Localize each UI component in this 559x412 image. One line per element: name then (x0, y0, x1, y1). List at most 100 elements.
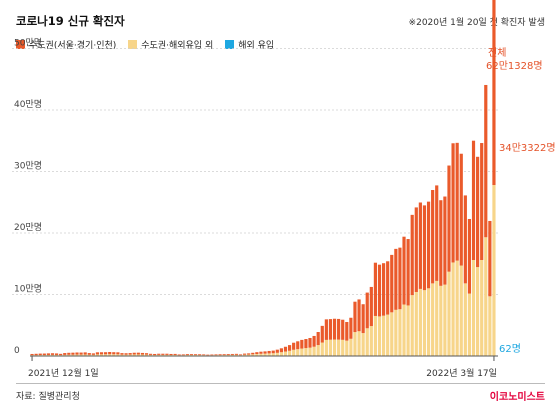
bar-metro (406, 239, 410, 306)
bar-metro (283, 346, 288, 352)
bar-non-metro (459, 265, 463, 356)
bar-non-metro (418, 288, 422, 356)
bar-metro (54, 353, 59, 355)
bar-metro (243, 353, 247, 355)
bar-non-metro (132, 354, 136, 356)
bar-metro (247, 353, 251, 355)
bar-non-metro (431, 283, 435, 356)
legend-item-metro: 수도권(서울·경기·인천) (16, 38, 116, 51)
bar-metro (308, 337, 312, 348)
bar-non-metro (471, 260, 476, 356)
x-tick-label: 2022년 3월 17일 (426, 367, 497, 379)
bar-non-metro (357, 331, 361, 356)
legend-swatch-non-metro (128, 40, 138, 49)
brand-logo: 이코노미스트 (489, 392, 545, 403)
annotation-total-value: 62만1328명 (486, 60, 543, 72)
bar-metro (38, 353, 42, 356)
bar-metro (144, 353, 149, 355)
bar-metro (67, 352, 71, 355)
bar-metro (140, 352, 145, 355)
bar-metro (435, 185, 439, 281)
bar-metro (361, 304, 365, 334)
bar-non-metro (312, 346, 316, 356)
bar-non-metro (46, 354, 50, 356)
bar-non-metro (50, 354, 55, 356)
bar-non-metro (112, 354, 116, 356)
bar-metro (161, 353, 165, 355)
y-tick-label: 40만명 (14, 99, 42, 110)
bar-non-metro (422, 290, 427, 356)
bar-non-metro (476, 267, 480, 356)
footer-divider (16, 383, 545, 384)
bar-non-metro (247, 354, 251, 356)
bar-non-metro (484, 237, 488, 356)
bar-metro (287, 345, 292, 351)
bar-non-metro (230, 354, 234, 356)
bar-non-metro (185, 355, 189, 356)
bar-non-metro (104, 354, 108, 356)
bar-non-metro (447, 271, 451, 356)
bar-non-metro (287, 350, 292, 356)
bar-non-metro (189, 355, 194, 356)
legend-label-overseas: 해외 유입 (238, 41, 275, 51)
bar-metro (251, 352, 255, 355)
y-tick-label: 0 (14, 346, 20, 356)
bar-metro (193, 354, 198, 356)
bar-non-metro (332, 339, 337, 356)
bar-non-metro (255, 354, 259, 356)
bar-metro (292, 342, 296, 350)
bar-metro (108, 352, 112, 355)
y-tick-label: 50만명 (14, 38, 42, 49)
bar-non-metro (394, 309, 398, 356)
bar-non-metro (324, 339, 328, 356)
bar-non-metro (165, 354, 169, 356)
bar-metro (422, 205, 427, 291)
bar-metro (349, 317, 353, 339)
bar-metro (218, 354, 222, 356)
bar-non-metro (451, 262, 455, 356)
bar-non-metro (226, 355, 230, 356)
x-tick-label: 2021년 12월 1일 (28, 367, 99, 379)
bar-metro (112, 352, 116, 355)
bar-metro (128, 353, 132, 355)
bar-non-metro (157, 354, 161, 356)
y-tick-label: 10만명 (14, 284, 42, 295)
bar-non-metro (390, 312, 394, 356)
bar-non-metro (369, 326, 373, 356)
bar-metro (169, 353, 173, 356)
bar-metro (431, 190, 435, 284)
bar-non-metro (381, 315, 386, 356)
bar-non-metro (63, 354, 67, 356)
bar-non-metro (308, 347, 312, 356)
bar-non-metro (251, 354, 255, 356)
bar-metro (365, 292, 369, 329)
bar-metro (230, 353, 234, 355)
bar-non-metro (345, 340, 349, 356)
bar-non-metro (361, 333, 365, 356)
bar-metro (153, 353, 157, 356)
legend-label-non-metro: 수도권·해외유입 외 (141, 41, 214, 51)
bar-non-metro (193, 355, 198, 356)
bar-non-metro (222, 355, 226, 356)
bar-metro (267, 350, 271, 354)
bar-metro (83, 352, 87, 355)
bar-non-metro (300, 348, 304, 356)
bar-metro (234, 353, 239, 355)
bar-non-metro (42, 355, 46, 356)
bar-metro (202, 354, 206, 356)
bar-non-metro (75, 354, 79, 356)
bar-non-metro (91, 354, 95, 356)
bar-metro (87, 353, 91, 355)
bar-non-metro (373, 315, 378, 356)
bar-non-metro (87, 354, 91, 356)
bar-non-metro (480, 260, 484, 356)
bar-metro (255, 352, 259, 355)
bar-non-metro (328, 339, 333, 356)
bar-non-metro (455, 260, 459, 356)
bar-non-metro (398, 309, 402, 356)
bar-non-metro (83, 354, 87, 356)
bar-metro (316, 332, 320, 346)
bar-metro (418, 202, 422, 289)
annotation-metro-value: 34만3322명 (499, 142, 556, 154)
bar-metro (104, 352, 108, 355)
